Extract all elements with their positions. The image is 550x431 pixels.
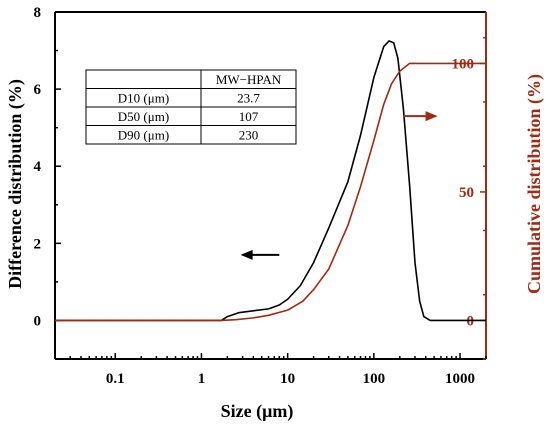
x-tick-label: 10 — [280, 371, 295, 387]
y-right-tick-label: 0 — [467, 313, 475, 329]
x-tick-label: 0.1 — [106, 371, 125, 387]
table-row-label: D50 (μm) — [118, 109, 169, 124]
y-axis-right-title: Cumulative distribution (%) — [524, 74, 545, 294]
plot-frame — [54, 11, 487, 360]
table-row-label: D10 (μm) — [118, 90, 169, 105]
size-summary-table: MW−HPAN D10 (μm) 23.7 D50 (μm) 107 D90 (μm) 23… — [85, 69, 297, 145]
y-axis-left-title: Difference distribution (%) — [5, 79, 26, 289]
table-row-value: 23.7 — [237, 90, 260, 105]
series-layer — [55, 40, 486, 322]
y-left-tick-label: 2 — [34, 236, 42, 252]
x-tick-label: 1000 — [445, 371, 475, 387]
ticks-layer: 0.1 1 10 100 1000 0 2 4 6 8 0 50 100 — [34, 5, 487, 387]
arrows-layer — [240, 111, 438, 260]
table-row-label: D90 (μm) — [118, 127, 169, 142]
x-tick-label: 1 — [198, 371, 206, 387]
left-arrow-icon — [240, 249, 253, 260]
x-axis-title: Size (μm) — [221, 401, 294, 422]
y-right-tick-label: 50 — [459, 185, 474, 201]
y-right-tick-label: 100 — [452, 56, 475, 72]
difference-distribution-line — [55, 40, 486, 322]
y-left-tick-label: 8 — [34, 5, 42, 21]
table-header-cell: MW−HPAN — [216, 72, 282, 87]
table-row-value: 107 — [239, 109, 259, 124]
y-left-tick-label: 4 — [34, 159, 42, 175]
y-left-tick-label: 0 — [34, 313, 42, 329]
cumulative-distribution-line — [55, 62, 486, 322]
right-arrow-icon — [425, 111, 438, 122]
table-row-value: 230 — [239, 127, 259, 142]
x-tick-label: 100 — [363, 371, 386, 387]
y-left-tick-label: 6 — [34, 82, 42, 98]
